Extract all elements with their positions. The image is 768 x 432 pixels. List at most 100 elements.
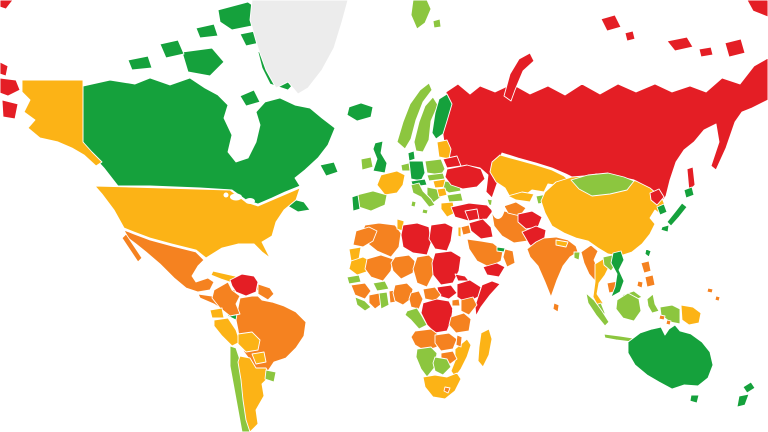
country-sweden bbox=[413, 96, 439, 153]
country-vietnam bbox=[610, 250, 625, 298]
mexico-mainland bbox=[123, 229, 215, 293]
country-syria bbox=[464, 208, 480, 222]
japan-honshu bbox=[666, 202, 688, 227]
country-indonesia bbox=[585, 292, 681, 343]
canada-newfoundland bbox=[319, 161, 339, 177]
italy-sardinia bbox=[410, 200, 417, 208]
country-paraguay bbox=[251, 351, 267, 365]
country-usa bbox=[21, 79, 301, 259]
country-south-korea bbox=[656, 203, 668, 216]
country-bangladesh bbox=[573, 251, 581, 261]
country-saudi-arabia bbox=[466, 238, 504, 268]
country-guinea bbox=[350, 282, 372, 300]
great-lakes-erie-ontario bbox=[245, 198, 255, 204]
country-uganda bbox=[451, 298, 461, 307]
russia-corner-nw bbox=[0, 0, 14, 10]
country-north-korea bbox=[649, 188, 665, 206]
lake-victoria bbox=[452, 307, 458, 313]
country-niger bbox=[390, 254, 416, 280]
country-ukraine bbox=[444, 164, 486, 190]
country-uruguay bbox=[264, 369, 277, 383]
country-spain bbox=[356, 190, 388, 212]
indonesia-java bbox=[603, 333, 634, 343]
country-greece bbox=[440, 201, 456, 218]
russia-corner-ne bbox=[746, 0, 768, 18]
country-benelux bbox=[400, 162, 411, 172]
country-drc bbox=[420, 298, 454, 334]
country-nigeria bbox=[392, 282, 414, 306]
philippines-visayas bbox=[636, 280, 644, 289]
russia-novaya-zemlya bbox=[503, 52, 535, 102]
country-tanzania bbox=[448, 312, 472, 334]
japan-hokkaido bbox=[683, 186, 695, 199]
country-senegal bbox=[346, 274, 362, 285]
country-argentina bbox=[237, 355, 271, 432]
country-kenya bbox=[460, 296, 478, 316]
caspian-sea bbox=[491, 193, 505, 219]
svalbard-main bbox=[410, 0, 432, 30]
country-venezuela bbox=[229, 273, 259, 297]
philippines-mindanao bbox=[644, 274, 656, 288]
maluku-2 bbox=[665, 319, 672, 326]
country-burkina-faso bbox=[372, 280, 390, 292]
russia-new-siberian-islands bbox=[666, 36, 694, 52]
country-papua-new-guinea bbox=[680, 304, 702, 326]
country-botswana bbox=[432, 356, 452, 376]
country-iraq bbox=[468, 218, 494, 240]
country-ecuador bbox=[209, 307, 225, 319]
russia-chukotka-west-1 bbox=[0, 61, 9, 77]
indonesia-kalimantan bbox=[615, 292, 642, 322]
country-sri-lanka bbox=[552, 302, 560, 313]
country-norway bbox=[396, 82, 433, 150]
russia-arctic-islet-1 bbox=[624, 30, 636, 42]
philippines-luzon bbox=[640, 260, 652, 274]
country-guianas bbox=[257, 283, 275, 301]
country-iceland bbox=[346, 102, 374, 122]
canada-southampton bbox=[239, 89, 261, 107]
canada-arctic-islet bbox=[127, 55, 153, 71]
country-oman bbox=[502, 248, 516, 268]
country-japan bbox=[660, 186, 695, 233]
country-egypt bbox=[428, 222, 454, 252]
country-philippines bbox=[636, 260, 656, 289]
country-new-zealand bbox=[736, 381, 756, 408]
canada-victoria-island bbox=[181, 47, 225, 77]
country-eritrea bbox=[454, 273, 470, 282]
solomon-2 bbox=[714, 295, 721, 302]
great-lakes-superior bbox=[230, 193, 242, 201]
canada-mainland bbox=[82, 77, 336, 205]
country-uk bbox=[372, 140, 388, 174]
russia-severnaya-zemlya bbox=[600, 14, 622, 32]
country-cameroon bbox=[408, 290, 424, 310]
country-ghana bbox=[378, 291, 390, 310]
indonesia-sulawesi bbox=[646, 293, 660, 314]
japan-kyushu bbox=[660, 224, 670, 233]
country-portugal bbox=[351, 194, 361, 212]
country-kazakhstan bbox=[489, 154, 571, 198]
country-bolivia bbox=[237, 331, 261, 353]
country-bulgaria bbox=[446, 192, 464, 203]
country-jordan bbox=[460, 224, 472, 236]
country-south-africa bbox=[422, 372, 462, 400]
australia-tasmania bbox=[689, 394, 700, 404]
country-madagascar bbox=[477, 328, 493, 368]
country-poland bbox=[424, 158, 446, 176]
country-baltic-states bbox=[436, 139, 452, 160]
russia-sakhalin bbox=[686, 166, 696, 192]
country-uzbekistan bbox=[507, 191, 535, 203]
country-nepal bbox=[555, 239, 569, 248]
country-libya bbox=[400, 222, 432, 256]
country-morocco bbox=[352, 226, 378, 248]
country-ireland bbox=[360, 156, 374, 171]
country-malawi bbox=[455, 334, 463, 348]
maluku-1 bbox=[658, 314, 666, 321]
country-sudan bbox=[431, 250, 462, 286]
country-germany bbox=[408, 160, 426, 182]
nz-south-island bbox=[736, 393, 750, 408]
country-namibia bbox=[415, 346, 438, 378]
country-greenland bbox=[249, 0, 349, 95]
country-turkmenistan bbox=[503, 201, 527, 217]
country-maluku-islands bbox=[658, 314, 672, 326]
